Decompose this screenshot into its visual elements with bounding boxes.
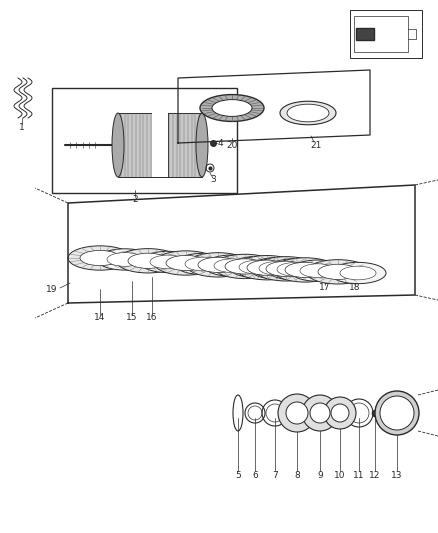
Bar bbox=[52, 88, 237, 193]
Ellipse shape bbox=[318, 264, 358, 279]
Ellipse shape bbox=[290, 260, 346, 281]
Bar bbox=[152, 113, 168, 177]
Ellipse shape bbox=[116, 248, 180, 273]
Ellipse shape bbox=[280, 101, 336, 125]
Ellipse shape bbox=[196, 113, 208, 177]
Ellipse shape bbox=[185, 257, 221, 271]
Text: 16: 16 bbox=[146, 313, 158, 322]
Text: 18: 18 bbox=[349, 284, 361, 293]
Text: 4: 4 bbox=[217, 139, 223, 148]
Text: 20: 20 bbox=[226, 141, 238, 149]
Text: 15: 15 bbox=[126, 313, 138, 322]
Ellipse shape bbox=[300, 264, 336, 278]
Ellipse shape bbox=[150, 255, 186, 269]
Text: 14: 14 bbox=[94, 313, 106, 322]
Ellipse shape bbox=[166, 255, 206, 271]
Ellipse shape bbox=[214, 259, 250, 272]
Ellipse shape bbox=[247, 260, 287, 276]
Ellipse shape bbox=[285, 262, 325, 278]
Text: 9: 9 bbox=[317, 471, 323, 480]
Ellipse shape bbox=[80, 251, 120, 265]
Ellipse shape bbox=[286, 402, 308, 424]
Ellipse shape bbox=[340, 266, 376, 280]
Ellipse shape bbox=[200, 94, 264, 122]
Text: 6: 6 bbox=[252, 471, 258, 480]
Ellipse shape bbox=[254, 257, 318, 281]
Ellipse shape bbox=[306, 260, 370, 284]
Ellipse shape bbox=[239, 260, 275, 274]
Bar bbox=[354, 16, 408, 52]
Ellipse shape bbox=[198, 257, 238, 272]
Text: 7: 7 bbox=[272, 471, 278, 480]
Ellipse shape bbox=[140, 252, 196, 272]
Text: 3: 3 bbox=[210, 175, 216, 184]
Ellipse shape bbox=[112, 113, 124, 177]
Ellipse shape bbox=[229, 256, 285, 278]
Ellipse shape bbox=[259, 262, 295, 275]
Ellipse shape bbox=[213, 254, 277, 279]
Ellipse shape bbox=[287, 104, 329, 122]
Bar bbox=[350, 10, 422, 58]
Text: 2: 2 bbox=[132, 196, 138, 205]
Bar bbox=[356, 28, 374, 40]
Ellipse shape bbox=[186, 253, 250, 277]
Ellipse shape bbox=[249, 257, 305, 279]
Ellipse shape bbox=[302, 395, 338, 431]
Ellipse shape bbox=[204, 255, 260, 276]
Ellipse shape bbox=[330, 262, 386, 284]
Ellipse shape bbox=[225, 259, 265, 274]
Text: 10: 10 bbox=[334, 471, 346, 480]
Ellipse shape bbox=[267, 259, 323, 280]
Ellipse shape bbox=[324, 397, 356, 429]
Ellipse shape bbox=[107, 253, 143, 266]
Ellipse shape bbox=[235, 255, 299, 280]
Ellipse shape bbox=[273, 258, 337, 282]
Text: 17: 17 bbox=[319, 284, 331, 293]
Text: 13: 13 bbox=[391, 471, 403, 480]
Text: 1: 1 bbox=[19, 123, 25, 132]
Text: 11: 11 bbox=[353, 471, 365, 480]
Ellipse shape bbox=[212, 100, 252, 116]
Ellipse shape bbox=[266, 261, 306, 277]
Ellipse shape bbox=[278, 394, 316, 432]
Ellipse shape bbox=[128, 253, 168, 269]
Ellipse shape bbox=[310, 403, 330, 423]
Ellipse shape bbox=[380, 396, 414, 430]
Text: 12: 12 bbox=[369, 471, 381, 480]
Text: 19: 19 bbox=[46, 286, 58, 295]
Text: 8: 8 bbox=[294, 471, 300, 480]
Text: 21: 21 bbox=[310, 141, 321, 149]
Text: 5: 5 bbox=[235, 471, 241, 480]
Ellipse shape bbox=[277, 262, 313, 276]
Ellipse shape bbox=[68, 246, 132, 270]
Bar bbox=[118, 113, 202, 177]
Ellipse shape bbox=[154, 251, 218, 275]
Ellipse shape bbox=[175, 253, 231, 274]
Ellipse shape bbox=[331, 404, 349, 422]
Ellipse shape bbox=[375, 391, 419, 435]
Ellipse shape bbox=[97, 249, 153, 270]
